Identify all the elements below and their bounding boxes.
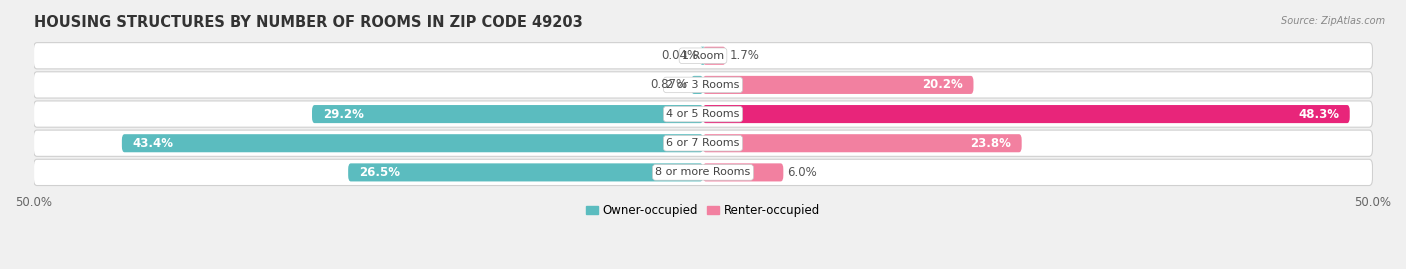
Text: Source: ZipAtlas.com: Source: ZipAtlas.com xyxy=(1281,16,1385,26)
Text: 20.2%: 20.2% xyxy=(922,78,963,91)
Text: 0.87%: 0.87% xyxy=(650,78,688,91)
Text: 48.3%: 48.3% xyxy=(1298,108,1339,121)
Text: 2 or 3 Rooms: 2 or 3 Rooms xyxy=(666,80,740,90)
Text: 6 or 7 Rooms: 6 or 7 Rooms xyxy=(666,138,740,148)
Text: HOUSING STRUCTURES BY NUMBER OF ROOMS IN ZIP CODE 49203: HOUSING STRUCTURES BY NUMBER OF ROOMS IN… xyxy=(34,15,582,30)
FancyBboxPatch shape xyxy=(34,43,1372,69)
Text: 43.4%: 43.4% xyxy=(132,137,173,150)
FancyBboxPatch shape xyxy=(703,105,1350,123)
Text: 29.2%: 29.2% xyxy=(323,108,364,121)
FancyBboxPatch shape xyxy=(703,76,973,94)
FancyBboxPatch shape xyxy=(703,134,1022,152)
FancyBboxPatch shape xyxy=(34,72,1372,98)
Text: 23.8%: 23.8% xyxy=(970,137,1011,150)
Text: 1.7%: 1.7% xyxy=(730,49,759,62)
Legend: Owner-occupied, Renter-occupied: Owner-occupied, Renter-occupied xyxy=(581,199,825,222)
FancyBboxPatch shape xyxy=(34,101,1372,127)
FancyBboxPatch shape xyxy=(700,47,706,65)
Text: 6.0%: 6.0% xyxy=(787,166,817,179)
FancyBboxPatch shape xyxy=(312,105,703,123)
Text: 1 Room: 1 Room xyxy=(682,51,724,61)
Text: 0.04%: 0.04% xyxy=(661,49,699,62)
FancyBboxPatch shape xyxy=(122,134,703,152)
FancyBboxPatch shape xyxy=(34,130,1372,156)
Text: 26.5%: 26.5% xyxy=(359,166,399,179)
FancyBboxPatch shape xyxy=(349,163,703,182)
FancyBboxPatch shape xyxy=(703,47,725,65)
FancyBboxPatch shape xyxy=(703,163,783,182)
FancyBboxPatch shape xyxy=(34,159,1372,186)
Text: 4 or 5 Rooms: 4 or 5 Rooms xyxy=(666,109,740,119)
Text: 8 or more Rooms: 8 or more Rooms xyxy=(655,167,751,177)
FancyBboxPatch shape xyxy=(692,76,703,94)
